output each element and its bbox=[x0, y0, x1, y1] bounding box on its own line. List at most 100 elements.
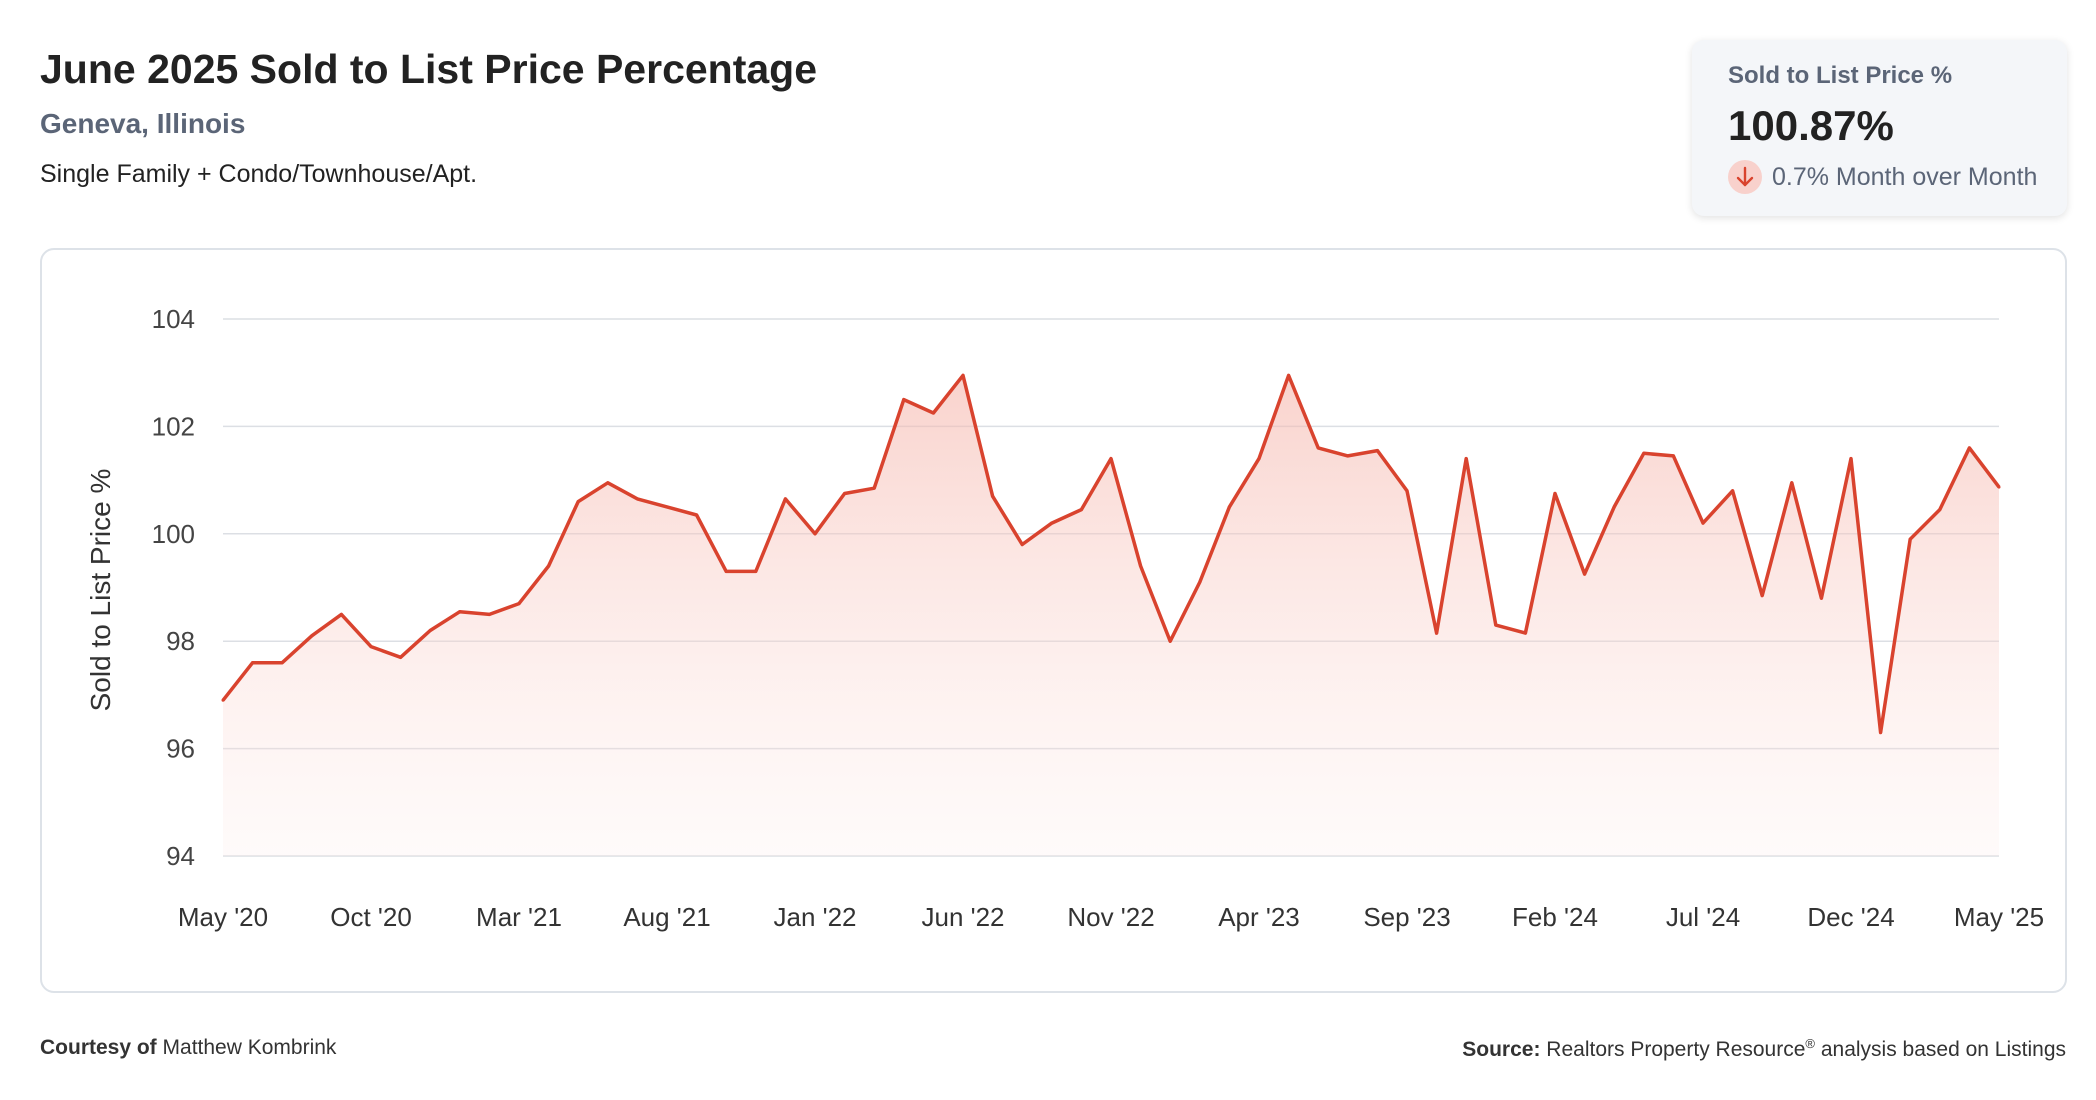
data-point bbox=[695, 513, 699, 517]
source-label: Source: bbox=[1462, 1038, 1541, 1061]
data-point bbox=[1790, 481, 1794, 485]
kpi-label: Sold to List Price % bbox=[1728, 62, 1953, 89]
data-point bbox=[931, 411, 935, 415]
y-tick-label: 98 bbox=[166, 626, 195, 656]
courtesy-credit: Courtesy of Matthew Kombrink bbox=[40, 1036, 336, 1060]
data-point bbox=[576, 500, 580, 504]
data-point bbox=[1227, 505, 1231, 509]
data-point bbox=[221, 698, 225, 702]
data-point bbox=[1494, 623, 1498, 627]
data-point bbox=[1346, 454, 1350, 458]
x-tick-label: May '25 bbox=[1954, 902, 2044, 932]
data-point bbox=[251, 661, 255, 665]
data-point bbox=[458, 610, 462, 614]
arrow-down-icon bbox=[1728, 160, 1762, 194]
data-point bbox=[1168, 639, 1172, 643]
data-point bbox=[1050, 521, 1054, 525]
x-tick-label: May '20 bbox=[178, 902, 268, 932]
location-label: Geneva, Illinois bbox=[40, 108, 246, 139]
source-name: Realtors Property Resource bbox=[1546, 1038, 1806, 1061]
courtesy-name: Matthew Kombrink bbox=[162, 1036, 337, 1059]
data-point bbox=[1701, 521, 1705, 525]
x-tick-label: Mar '21 bbox=[476, 902, 562, 932]
y-tick-label: 104 bbox=[152, 304, 195, 334]
data-point bbox=[339, 612, 343, 616]
data-point bbox=[1079, 508, 1083, 512]
line-chart: 94 96 98 100 102 104 May '20 Oct '20 Mar '21 Aug… bbox=[85, 304, 2044, 932]
data-point bbox=[1967, 446, 1971, 450]
y-tick-label: 96 bbox=[166, 734, 195, 764]
data-point bbox=[872, 486, 876, 490]
data-point bbox=[310, 634, 314, 638]
x-tick-label: Feb '24 bbox=[1512, 902, 1598, 932]
data-point bbox=[1435, 631, 1439, 635]
data-point bbox=[280, 661, 284, 665]
data-point bbox=[428, 628, 432, 632]
data-point bbox=[724, 569, 728, 573]
x-tick-label: Jan '22 bbox=[773, 902, 856, 932]
data-point bbox=[1583, 572, 1587, 576]
property-type-label: Single Family + Condo/Townhouse/Apt. bbox=[40, 160, 478, 188]
data-point bbox=[902, 398, 906, 402]
data-point bbox=[1612, 505, 1616, 509]
data-point bbox=[1819, 596, 1823, 600]
data-point bbox=[665, 505, 669, 509]
x-tick-label: Aug '21 bbox=[623, 902, 710, 932]
courtesy-label: Courtesy of bbox=[40, 1036, 157, 1059]
x-tick-label: Jul '24 bbox=[1666, 902, 1740, 932]
y-tick-label: 102 bbox=[152, 411, 195, 441]
kpi-change-text: 0.7% Month over Month bbox=[1772, 162, 2038, 191]
x-tick-label: Dec '24 bbox=[1807, 902, 1894, 932]
data-point bbox=[399, 655, 403, 659]
data-point bbox=[606, 481, 610, 485]
data-point bbox=[487, 612, 491, 616]
data-point bbox=[1316, 446, 1320, 450]
data-point bbox=[1139, 564, 1143, 568]
data-point bbox=[1020, 543, 1024, 547]
data-point bbox=[1997, 485, 2001, 489]
registered-mark: ® bbox=[1805, 1036, 1815, 1051]
source-rest: analysis based on Listings bbox=[1820, 1038, 2066, 1061]
data-point bbox=[547, 564, 551, 568]
data-point bbox=[754, 569, 758, 573]
data-point bbox=[1849, 457, 1853, 461]
y-tick-label: 100 bbox=[152, 519, 195, 549]
kpi-card: Sold to List Price % 100.87% 0.7% Month … bbox=[1692, 40, 2067, 216]
data-point bbox=[635, 497, 639, 501]
y-axis-label: Sold to List Price % bbox=[85, 469, 116, 712]
data-point bbox=[1257, 457, 1261, 461]
data-point bbox=[1109, 457, 1113, 461]
x-tick-label: Jun '22 bbox=[921, 902, 1004, 932]
data-point bbox=[517, 602, 521, 606]
y-tick-label: 94 bbox=[166, 841, 195, 871]
x-tick-label: Nov '22 bbox=[1067, 902, 1154, 932]
kpi-change: 0.7% Month over Month bbox=[1728, 160, 2067, 194]
data-point bbox=[1938, 508, 1942, 512]
data-point bbox=[1464, 457, 1468, 461]
data-point bbox=[1731, 489, 1735, 493]
chart-card: 94 96 98 100 102 104 May '20 Oct '20 Mar '21 Aug… bbox=[40, 248, 2067, 993]
data-point bbox=[1523, 631, 1527, 635]
data-point bbox=[1198, 580, 1202, 584]
data-point bbox=[991, 494, 995, 498]
data-point bbox=[783, 497, 787, 501]
data-point bbox=[1642, 451, 1646, 455]
data-point bbox=[1287, 373, 1291, 377]
x-tick-label: Sep '23 bbox=[1363, 902, 1450, 932]
data-point bbox=[1879, 730, 1883, 734]
x-tick-label: Apr '23 bbox=[1218, 902, 1300, 932]
data-point bbox=[1760, 594, 1764, 598]
data-point bbox=[813, 532, 817, 536]
data-point bbox=[843, 492, 847, 496]
data-point bbox=[1908, 537, 1912, 541]
data-point bbox=[1671, 454, 1675, 458]
data-point bbox=[1405, 489, 1409, 493]
data-point bbox=[1375, 449, 1379, 453]
data-point bbox=[369, 645, 373, 649]
data-point bbox=[961, 373, 965, 377]
x-tick-label: Oct '20 bbox=[330, 902, 412, 932]
source-credit: Source: Realtors Property Resource® anal… bbox=[1462, 1036, 2066, 1062]
data-point bbox=[1553, 492, 1557, 496]
page-title: June 2025 Sold to List Price Percentage bbox=[40, 46, 818, 92]
kpi-value: 100.87% bbox=[1728, 102, 1894, 149]
